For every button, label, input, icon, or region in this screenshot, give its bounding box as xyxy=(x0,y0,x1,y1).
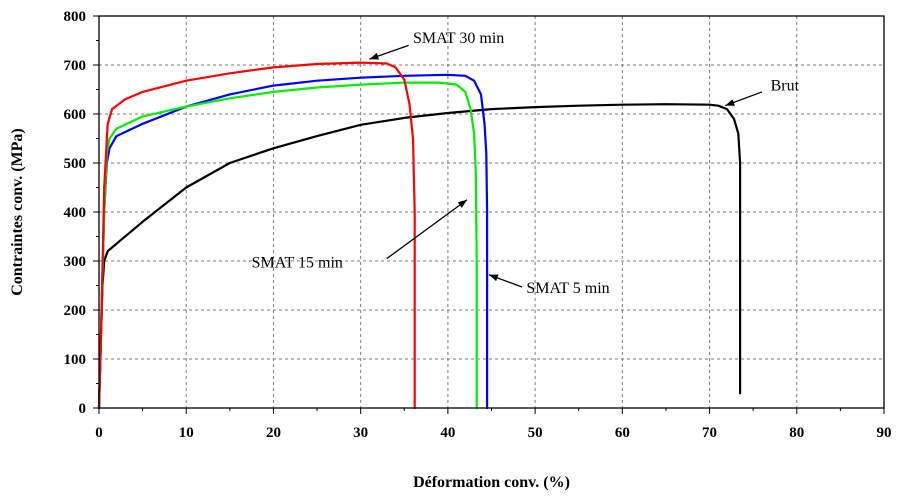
annotation-arrowhead-smat-15-min xyxy=(457,199,468,208)
annotation-label-smat-30-min: SMAT 30 min xyxy=(413,30,504,47)
y-tick-label: 500 xyxy=(64,156,87,172)
curve-brut xyxy=(97,103,742,410)
x-tick-label: 60 xyxy=(615,425,630,441)
x-tick-label: 80 xyxy=(789,425,804,441)
x-axis-title: Déformation conv. (%) xyxy=(413,474,570,491)
x-tick-label: 90 xyxy=(877,425,892,441)
y-tick-label: 400 xyxy=(64,205,87,221)
annotation-arrowhead-brut xyxy=(725,99,735,106)
annotation-label-smat-15-min: SMAT 15 min xyxy=(252,254,343,271)
y-tick-label: 100 xyxy=(64,352,87,368)
x-tick-label: 0 xyxy=(95,425,103,441)
annotation-label-brut: Brut xyxy=(771,77,800,94)
grid xyxy=(99,16,884,408)
x-tick-label: 10 xyxy=(179,425,194,441)
x-tick-label: 40 xyxy=(440,425,455,441)
y-axis-title: Contraintes conv. (MPa) xyxy=(9,128,26,296)
y-tick-label: 800 xyxy=(64,9,87,25)
annotation-arrow-smat-15-min xyxy=(386,199,468,260)
x-tick-label: 50 xyxy=(528,425,543,441)
axis-ticks: 0 10 20 30 40 50 60 70 80 90 0 100 200 300 400 500 600 70… xyxy=(64,9,892,441)
x-tick-label: 30 xyxy=(353,425,368,441)
annotation-label-smat-5-min: SMAT 5 min xyxy=(526,280,609,297)
y-tick-label: 0 xyxy=(79,401,87,417)
y-tick-label: 700 xyxy=(64,58,87,74)
curve-smat-30-min xyxy=(97,61,416,410)
curve-smat-15-min xyxy=(97,81,478,410)
x-tick-label: 20 xyxy=(266,425,281,441)
annotation-arrowhead-smat-30-min xyxy=(369,52,380,60)
curves xyxy=(97,61,742,410)
curve-smat-5-min xyxy=(97,73,489,410)
y-tick-label: 600 xyxy=(64,107,87,123)
annotations: SMAT 30 min Brut SMAT 15 min SMAT 5 min xyxy=(252,30,800,297)
y-tick-label: 300 xyxy=(64,254,87,270)
y-tick-label: 200 xyxy=(64,303,87,319)
annotation-arrowhead-smat-5-min xyxy=(488,274,499,282)
x-tick-label: 70 xyxy=(702,425,717,441)
